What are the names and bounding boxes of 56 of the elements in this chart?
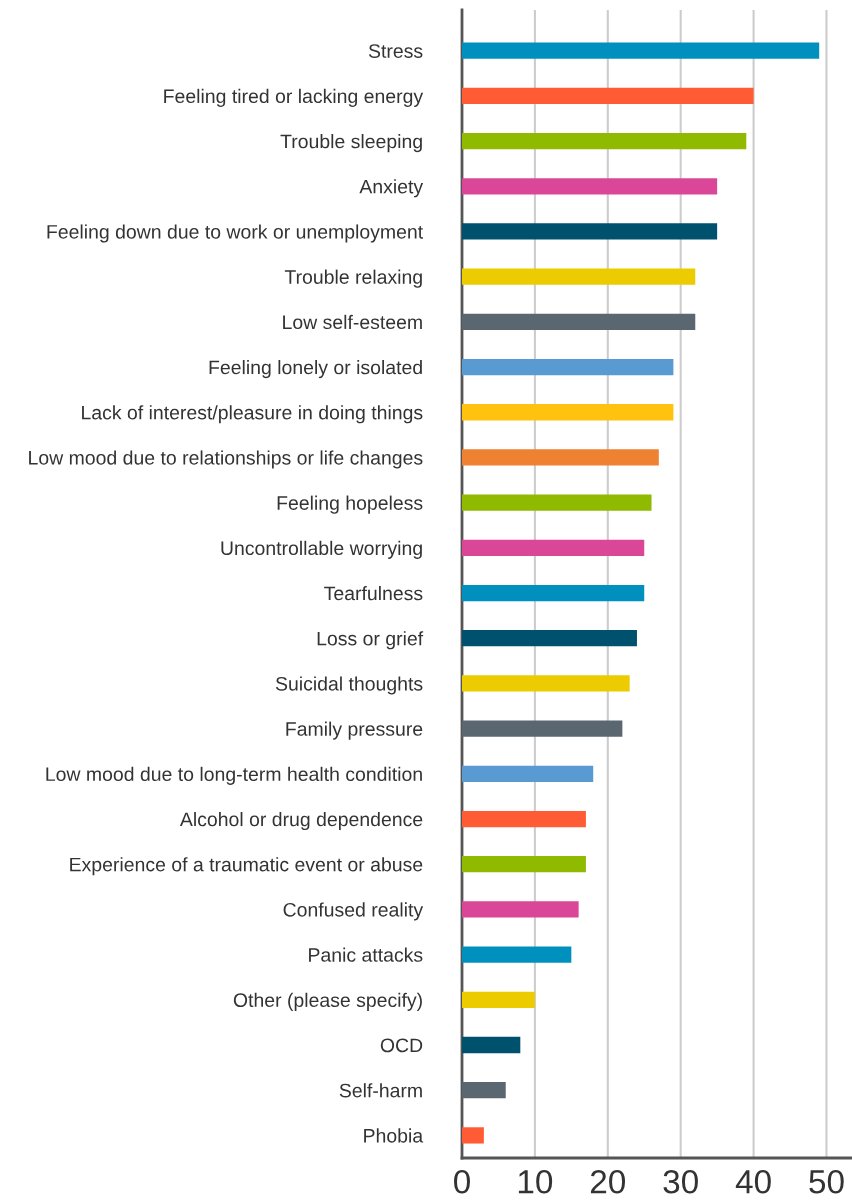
bar xyxy=(462,720,623,737)
y-tick-label: Low mood due to relationships or life changes xyxy=(29,450,423,469)
y-tick-label: Feeling lonely or isolated xyxy=(209,360,422,379)
y-tick-label: Self-harm xyxy=(339,1083,422,1098)
x-tick-label: 40 xyxy=(735,1169,771,1194)
bar xyxy=(462,675,630,692)
y-tick-label: Feeling down due to work or unemployment xyxy=(47,224,423,243)
y-tick-label: Trouble sleeping xyxy=(280,134,422,153)
y-tick-label: Tearfulness xyxy=(324,585,423,601)
y-tick-label: Panic attacks xyxy=(309,947,423,962)
bar xyxy=(462,856,586,873)
bar xyxy=(462,584,645,602)
y-tick-label: Anxiety xyxy=(359,179,424,198)
bar xyxy=(462,223,718,240)
bar xyxy=(462,991,535,1008)
bar xyxy=(462,87,754,105)
y-tick-label: Alcohol or drug dependence xyxy=(179,811,423,831)
bar xyxy=(462,404,674,421)
bar xyxy=(462,42,820,59)
y-tick-label: Other (please specify) xyxy=(233,992,422,1011)
y-tick-label: Suicidal thoughts xyxy=(275,676,423,695)
y-tick-label: Experience of a traumatic event or abuse xyxy=(70,857,423,876)
bar xyxy=(462,1082,506,1099)
bar xyxy=(462,539,645,556)
y-tick-label: Family pressure xyxy=(286,721,423,740)
x-tick-label: 30 xyxy=(663,1169,698,1194)
x-tick-label: 0 xyxy=(454,1169,470,1194)
bar xyxy=(462,449,659,466)
y-tick-label: Trouble relaxing xyxy=(284,269,422,288)
y-tick-label: OCD xyxy=(380,1038,423,1053)
y-tick-label: Stress xyxy=(368,44,423,58)
x-tick-label: 20 xyxy=(590,1169,626,1194)
y-tick-label: Confused reality xyxy=(283,902,424,921)
bar xyxy=(462,132,747,150)
y-tick-label: Loss or grief xyxy=(317,631,424,650)
bar xyxy=(462,901,579,918)
bar xyxy=(462,494,652,511)
y-tick-label: Phobia xyxy=(364,1128,424,1143)
bar xyxy=(462,765,594,782)
bar xyxy=(462,946,572,963)
y-tick-label: Low mood due to long-term health condition xyxy=(46,766,422,785)
y-tick-label: Lack of interest/pleasure in doing things xyxy=(82,405,423,424)
bar xyxy=(462,358,674,376)
bar xyxy=(462,1036,521,1054)
y-tick-label: Feeling tired or lacking energy xyxy=(164,88,424,107)
x-tick-label: 50 xyxy=(809,1169,844,1194)
x-tick-label: 10 xyxy=(518,1169,553,1194)
bar xyxy=(462,810,586,828)
bar xyxy=(462,1127,484,1144)
bar xyxy=(462,178,718,195)
y-tick-label: Low self-esteem xyxy=(283,314,422,330)
y-tick-label: Feeling hopeless xyxy=(277,495,423,514)
bar xyxy=(462,268,696,285)
bar xyxy=(462,630,637,647)
y-tick-label: Uncontrollable worrying xyxy=(221,540,422,559)
bar xyxy=(462,313,696,330)
